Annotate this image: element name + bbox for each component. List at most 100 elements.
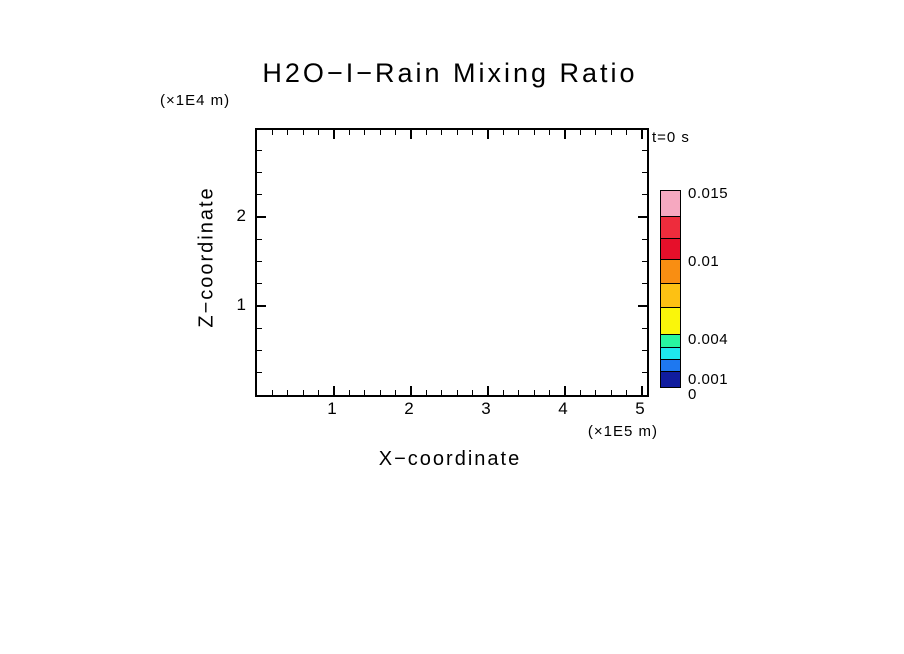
tick-mark xyxy=(257,350,262,352)
tick-mark xyxy=(257,238,262,240)
x-tick-label-2: 2 xyxy=(404,399,414,418)
tick-mark xyxy=(626,130,628,135)
tick-mark xyxy=(257,283,262,285)
y-tick-label-1: 1 xyxy=(236,295,246,314)
tick-mark xyxy=(456,390,458,395)
tick-mark xyxy=(332,386,335,395)
tick-mark xyxy=(638,216,647,219)
y-tick-label-2: 2 xyxy=(236,206,246,225)
colorbar-segment-orange xyxy=(660,259,681,284)
tick-mark xyxy=(271,390,273,395)
tick-mark xyxy=(271,130,273,135)
tick-mark xyxy=(486,386,489,395)
tick-mark xyxy=(257,194,262,196)
tick-mark xyxy=(332,130,335,139)
tick-mark xyxy=(302,130,304,135)
tick-mark xyxy=(533,130,535,135)
x-tick-label-1: 1 xyxy=(327,399,337,418)
tick-mark xyxy=(287,130,289,135)
tick-mark xyxy=(318,390,320,395)
x-axis-label: X−coordinate xyxy=(378,448,522,470)
colorbar-label: 0.01 xyxy=(688,253,720,270)
tick-mark xyxy=(579,390,581,395)
tick-mark xyxy=(472,390,474,395)
tick-mark xyxy=(579,130,581,135)
tick-mark xyxy=(533,390,535,395)
tick-mark xyxy=(642,283,647,285)
x-tick-label-3: 3 xyxy=(481,399,491,418)
tick-mark xyxy=(302,390,304,395)
colorbar-segment-gold xyxy=(660,283,681,308)
tick-mark xyxy=(642,327,647,329)
tick-mark xyxy=(257,172,262,174)
tick-mark xyxy=(642,372,647,374)
colorbar-labels: 0.015 0.01 0.004 0.001 0 xyxy=(688,185,758,410)
tick-mark xyxy=(549,130,551,135)
tick-mark xyxy=(257,327,262,329)
tick-mark xyxy=(642,238,647,240)
colorbar-label: 0.004 xyxy=(688,331,729,348)
tick-mark xyxy=(364,130,366,135)
tick-mark xyxy=(409,130,412,139)
tick-mark xyxy=(626,390,628,395)
tick-mark xyxy=(257,305,266,308)
tick-mark xyxy=(441,130,443,135)
tick-mark xyxy=(318,130,320,135)
tick-mark xyxy=(610,390,612,395)
tick-mark xyxy=(379,390,381,395)
tick-mark xyxy=(456,130,458,135)
x-tick-label-5: 5 xyxy=(635,399,645,418)
colorbar xyxy=(660,190,681,388)
tick-mark xyxy=(486,130,489,139)
tick-mark xyxy=(502,130,504,135)
tick-mark xyxy=(595,390,597,395)
tick-mark xyxy=(518,130,520,135)
tick-mark xyxy=(409,386,412,395)
tick-mark xyxy=(364,390,366,395)
tick-mark xyxy=(640,386,643,395)
tick-mark xyxy=(395,390,397,395)
plot-area xyxy=(255,128,649,397)
colorbar-segment-red xyxy=(660,216,681,239)
tick-mark xyxy=(441,390,443,395)
tick-mark xyxy=(287,390,289,395)
tick-mark xyxy=(549,390,551,395)
tick-mark xyxy=(348,390,350,395)
plot-title: H2O−I−Rain Mixing Ratio xyxy=(262,58,638,88)
tick-mark xyxy=(257,261,262,263)
tick-mark xyxy=(642,172,647,174)
tick-mark xyxy=(563,386,566,395)
tick-mark xyxy=(610,130,612,135)
tick-mark xyxy=(425,390,427,395)
x-tick-label-4: 4 xyxy=(558,399,568,418)
colorbar-segment-pink xyxy=(660,190,681,217)
y-axis-unit-label: (×1E4 m) xyxy=(160,92,231,109)
tick-mark xyxy=(257,372,262,374)
tick-mark xyxy=(640,130,643,139)
tick-mark xyxy=(379,130,381,135)
tick-mark xyxy=(257,216,266,219)
tick-mark xyxy=(395,130,397,135)
tick-mark xyxy=(642,149,647,151)
colorbar-segment-yellow xyxy=(660,307,681,335)
tick-mark xyxy=(642,194,647,196)
x-axis-unit-label: (×1E5 m) xyxy=(587,423,658,440)
colorbar-label: 0 xyxy=(688,386,697,403)
tick-mark xyxy=(425,130,427,135)
tick-mark xyxy=(642,261,647,263)
colorbar-segment-navy xyxy=(660,371,681,388)
tick-mark xyxy=(638,305,647,308)
time-label: t=0 s xyxy=(652,129,690,146)
tick-mark xyxy=(472,130,474,135)
tick-mark xyxy=(502,390,504,395)
tick-mark xyxy=(642,350,647,352)
tick-mark xyxy=(518,390,520,395)
colorbar-label: 0.015 xyxy=(688,185,729,202)
colorbar-label: 0.001 xyxy=(688,371,729,388)
tick-mark xyxy=(595,130,597,135)
tick-mark xyxy=(563,130,566,139)
colorbar-segment-spring-green xyxy=(660,334,681,348)
tick-mark xyxy=(348,130,350,135)
colorbar-segment-crimson-red xyxy=(660,238,681,260)
